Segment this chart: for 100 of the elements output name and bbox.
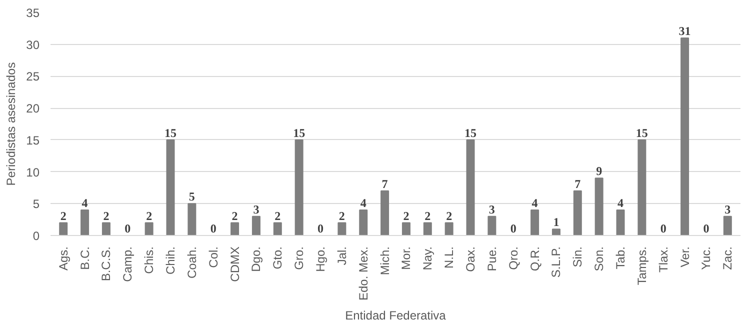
bar [616, 210, 625, 236]
data-label: 0 [703, 222, 710, 236]
data-label: 7 [574, 176, 581, 191]
bar [466, 139, 475, 236]
bar [338, 222, 346, 236]
x-tick-label: Ags. [56, 246, 70, 271]
y-tick-label: 35 [26, 6, 40, 20]
data-label: 3 [253, 202, 260, 216]
data-label: 2 [103, 208, 110, 223]
data-label: 2 [274, 208, 281, 223]
x-tick-label: Camp. [120, 246, 135, 282]
y-tick-label: 0 [32, 229, 40, 243]
data-label: 15 [293, 126, 306, 140]
x-tick-label: Pue. [484, 246, 499, 272]
x-tick-label: B.C. [78, 246, 92, 270]
x-tick-label: S.L.P. [549, 246, 564, 278]
data-label: 2 [424, 208, 431, 223]
bar [230, 222, 240, 236]
data-label: 4 [360, 196, 366, 210]
data-label: 15 [636, 126, 648, 140]
y-tick-label: 25 [26, 70, 40, 84]
x-tick-label: Tab. [614, 246, 628, 270]
x-tick-label: Chih. [164, 246, 178, 275]
x-tick-label: Mor. [399, 246, 414, 270]
bar [102, 222, 110, 236]
x-tick-label: Tlax. [656, 246, 670, 273]
x-tick-label: Dgo. [249, 246, 264, 272]
x-tick-label: Edo. Mex. [356, 246, 370, 301]
y-tick-label: 5 [32, 197, 40, 212]
x-tick-label: Oax. [464, 246, 478, 272]
bar [273, 222, 282, 236]
data-label: 2 [403, 208, 410, 223]
bar [444, 222, 454, 236]
data-label: 2 [60, 208, 66, 223]
x-tick-label: Yuc. [699, 246, 714, 270]
x-tick-label: Sin. [570, 246, 585, 268]
bar [530, 210, 540, 236]
x-tick-label: Jal. [334, 246, 349, 266]
bar [594, 178, 604, 236]
bar [680, 37, 690, 236]
bar [573, 190, 582, 236]
x-tick-label: N.L. [442, 246, 456, 269]
x-tick-label: Coah. [184, 246, 199, 279]
data-label: 15 [464, 126, 476, 140]
bar [488, 216, 496, 236]
data-label: 0 [124, 222, 131, 236]
x-tick-label: Son. [592, 246, 606, 272]
data-label: 4 [532, 196, 538, 210]
bar [80, 210, 90, 236]
x-tick-label: Zac. [720, 246, 735, 270]
data-label: 2 [338, 208, 345, 223]
data-label: 31 [678, 24, 691, 38]
x-tick-label: CDMX [228, 246, 242, 282]
data-label: 0 [318, 222, 324, 236]
bar [380, 190, 390, 236]
data-label: 1 [553, 215, 560, 230]
data-label: 4 [82, 196, 88, 210]
x-axis-title: Entidad Federativa [345, 308, 446, 323]
data-label: 15 [164, 126, 176, 140]
x-tick-label: Gto. [270, 246, 285, 270]
x-tick-label: Q.R. [528, 246, 542, 272]
data-label: 2 [446, 208, 452, 223]
x-tick-label: Chis. [142, 246, 156, 274]
x-tick-label: B.C.S. [99, 246, 114, 282]
bar [723, 216, 732, 236]
data-label: 2 [232, 208, 238, 223]
y-tick-label: 15 [26, 133, 40, 148]
x-tick-label: Ver. [678, 246, 692, 268]
bar [59, 222, 68, 236]
data-label: 2 [146, 208, 152, 223]
y-axis-title: Periodistas asesinados [4, 62, 18, 186]
x-tick-label: Nay. [420, 246, 435, 270]
bar [402, 222, 410, 236]
data-label: 0 [510, 222, 516, 236]
y-tick-label: 30 [26, 38, 40, 52]
data-label: 3 [724, 202, 731, 216]
bar [359, 210, 368, 236]
data-label: 0 [660, 222, 666, 236]
bar [638, 139, 646, 236]
bar [552, 228, 560, 236]
bar [188, 203, 196, 236]
x-tick-label: Gro. [292, 246, 306, 270]
x-tick-label: Col. [206, 246, 220, 268]
x-tick-label: Hgo. [314, 246, 328, 272]
bar [144, 222, 154, 236]
y-tick-label: 20 [26, 102, 40, 116]
data-label: 4 [618, 196, 624, 210]
x-tick-label: Qro. [506, 246, 520, 270]
data-label: 3 [488, 202, 495, 216]
data-label: 9 [596, 164, 602, 178]
bar [423, 222, 432, 236]
bar [166, 139, 175, 236]
data-label: 0 [210, 222, 216, 236]
data-label: 5 [188, 190, 195, 204]
bar [294, 139, 304, 236]
y-tick-label: 10 [26, 165, 40, 180]
data-label: 7 [382, 176, 388, 191]
x-tick-label: Mich. [378, 246, 392, 276]
x-tick-label: Tamps. [634, 246, 649, 286]
bar [252, 216, 260, 236]
